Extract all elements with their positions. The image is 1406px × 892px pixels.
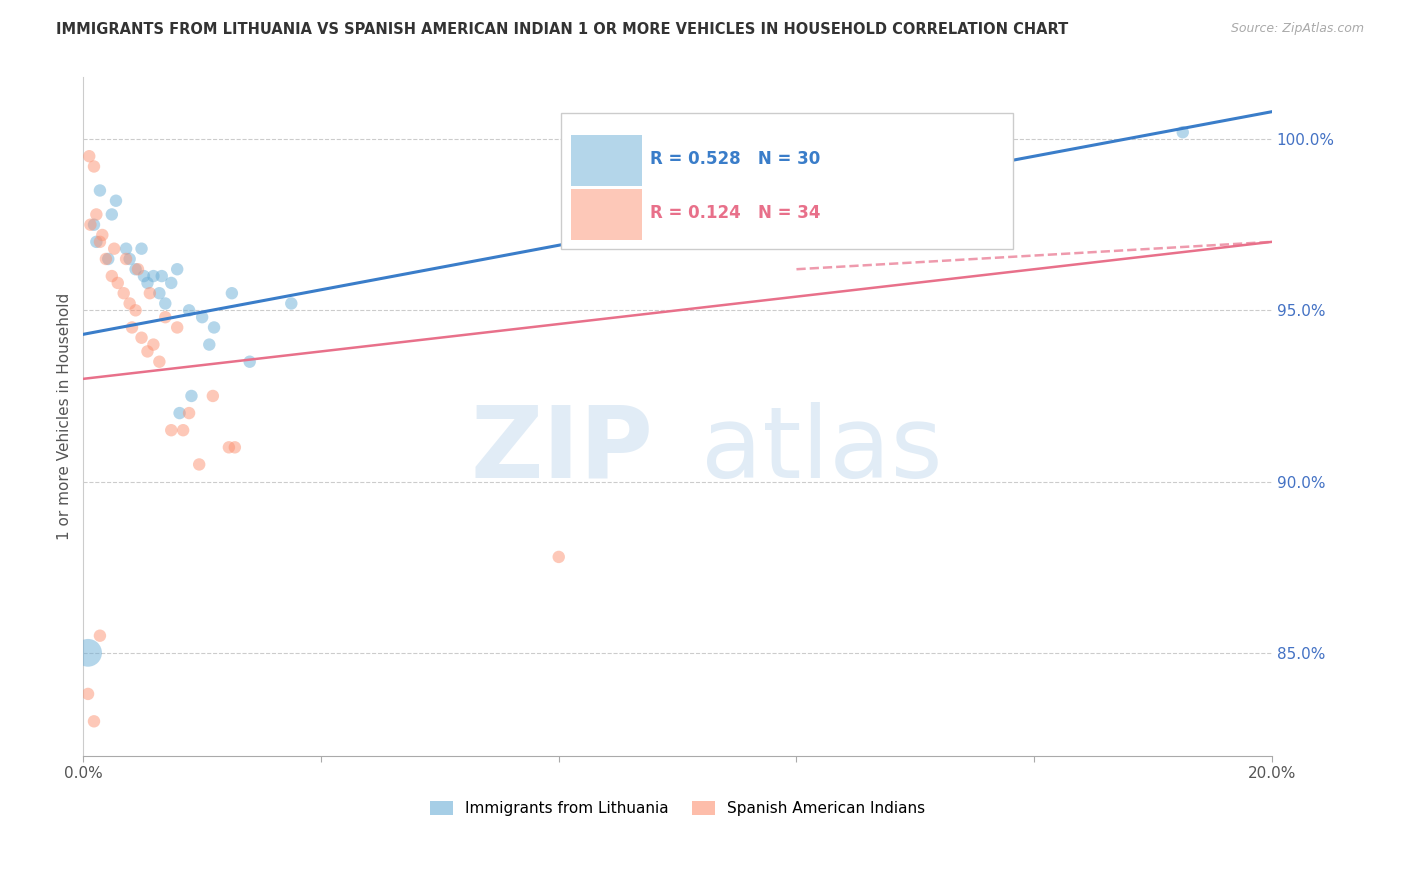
Point: [150, 269, 173, 284]
Point: [121, 320, 143, 334]
Point: [101, 207, 124, 221]
Point: [169, 406, 191, 420]
Point: [115, 252, 138, 266]
Point: [101, 269, 124, 284]
Point: [280, 296, 302, 310]
Point: [77, 687, 100, 701]
Point: [221, 286, 243, 301]
Point: [107, 276, 129, 290]
Point: [136, 276, 159, 290]
Point: [218, 440, 240, 454]
Point: [132, 269, 155, 284]
Point: [83, 218, 105, 232]
Point: [89, 629, 111, 643]
Point: [155, 296, 177, 310]
Point: [79, 218, 101, 232]
Point: [94, 252, 117, 266]
Point: [239, 354, 262, 368]
Point: [188, 458, 211, 472]
Point: [77, 646, 100, 660]
Point: [83, 160, 105, 174]
Point: [97, 252, 120, 266]
Point: [224, 440, 246, 454]
Point: [91, 227, 114, 242]
Point: [139, 286, 162, 301]
Point: [86, 207, 108, 221]
Point: [177, 406, 200, 420]
Point: [166, 320, 188, 334]
Point: [118, 252, 141, 266]
Point: [104, 194, 127, 208]
Point: [1171, 125, 1194, 139]
Point: [202, 320, 225, 334]
Point: [103, 242, 125, 256]
Point: [89, 235, 111, 249]
Point: [696, 184, 718, 198]
Point: [201, 389, 224, 403]
Point: [112, 286, 135, 301]
Point: [124, 303, 146, 318]
Point: [148, 354, 170, 368]
Text: ZIP: ZIP: [471, 402, 654, 499]
Point: [118, 296, 141, 310]
Point: [136, 344, 159, 359]
Point: [131, 242, 153, 256]
Point: [77, 149, 100, 163]
Y-axis label: 1 or more Vehicles in Household: 1 or more Vehicles in Household: [58, 293, 72, 541]
Point: [547, 549, 569, 564]
Legend: Immigrants from Lithuania, Spanish American Indians: Immigrants from Lithuania, Spanish Ameri…: [425, 796, 931, 822]
Point: [191, 310, 214, 325]
Point: [142, 337, 165, 351]
FancyBboxPatch shape: [571, 135, 643, 186]
Point: [172, 423, 194, 437]
Text: Source: ZipAtlas.com: Source: ZipAtlas.com: [1230, 22, 1364, 36]
Point: [142, 269, 165, 284]
Point: [160, 423, 183, 437]
Point: [198, 337, 221, 351]
Point: [166, 262, 188, 277]
Point: [83, 714, 105, 729]
Text: R = 0.124   N = 34: R = 0.124 N = 34: [650, 204, 821, 222]
Text: IMMIGRANTS FROM LITHUANIA VS SPANISH AMERICAN INDIAN 1 OR MORE VEHICLES IN HOUSE: IMMIGRANTS FROM LITHUANIA VS SPANISH AME…: [56, 22, 1069, 37]
Point: [127, 262, 149, 277]
FancyBboxPatch shape: [561, 113, 1012, 249]
Point: [160, 276, 183, 290]
Point: [148, 286, 170, 301]
Point: [86, 235, 108, 249]
Point: [177, 303, 200, 318]
Text: R = 0.528   N = 30: R = 0.528 N = 30: [650, 150, 821, 168]
Point: [155, 310, 177, 325]
FancyBboxPatch shape: [571, 189, 643, 240]
Text: atlas: atlas: [702, 402, 943, 499]
Point: [89, 184, 111, 198]
Point: [180, 389, 202, 403]
Point: [115, 242, 138, 256]
Point: [131, 331, 153, 345]
Point: [124, 262, 146, 277]
